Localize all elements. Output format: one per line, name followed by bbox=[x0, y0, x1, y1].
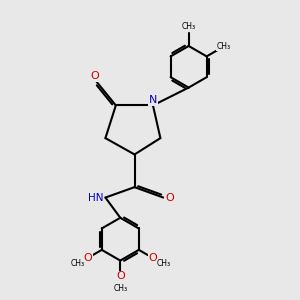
Text: CH₃: CH₃ bbox=[217, 42, 231, 51]
Text: O: O bbox=[165, 193, 174, 202]
Text: CH₃: CH₃ bbox=[156, 260, 170, 268]
Text: N: N bbox=[149, 95, 157, 105]
Text: CH₃: CH₃ bbox=[113, 284, 127, 293]
Text: O: O bbox=[84, 253, 92, 263]
Text: O: O bbox=[116, 271, 125, 281]
Text: CH₃: CH₃ bbox=[182, 22, 196, 31]
Text: O: O bbox=[148, 253, 157, 263]
Text: O: O bbox=[91, 71, 99, 81]
Text: CH₃: CH₃ bbox=[70, 260, 84, 268]
Text: HN: HN bbox=[88, 193, 104, 202]
